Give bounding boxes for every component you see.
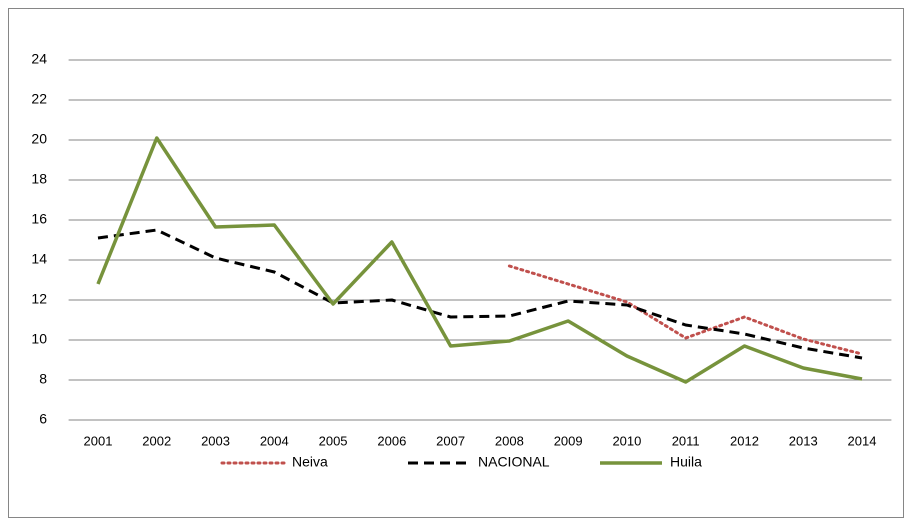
y-tick-label: 6 — [39, 411, 47, 427]
y-tick-label: 24 — [31, 51, 47, 67]
x-tick-label: 2014 — [848, 433, 877, 448]
y-tick-label: 12 — [31, 291, 47, 307]
y-tick-label: 10 — [31, 331, 47, 347]
y-tick-label: 8 — [39, 371, 47, 387]
x-tick-label: 2005 — [319, 433, 348, 448]
x-tick-label: 2003 — [201, 433, 230, 448]
x-tick-label: 2011 — [672, 433, 700, 448]
x-tick-label: 2008 — [495, 433, 524, 448]
x-tick-label: 2004 — [260, 433, 289, 448]
legend-label: Neiva — [292, 454, 328, 470]
x-tick-label: 2007 — [436, 433, 465, 448]
chart-frame — [8, 8, 904, 518]
y-tick-label: 18 — [31, 171, 47, 187]
x-tick-label: 2009 — [554, 433, 583, 448]
y-tick-label: 20 — [31, 131, 47, 147]
series-line — [96, 136, 863, 384]
y-tick-label: 22 — [31, 91, 47, 107]
legend-label: NACIONAL — [478, 454, 550, 470]
y-tick-label: 16 — [31, 211, 47, 227]
y-tick-label: 14 — [31, 251, 47, 267]
series-line — [97, 228, 863, 360]
x-tick-label: 2013 — [789, 433, 818, 448]
x-tick-label: 2010 — [612, 433, 641, 448]
x-tick-label: 2012 — [730, 433, 759, 448]
series-line — [507, 264, 864, 356]
x-tick-label: 2001 — [84, 433, 113, 448]
legend-label: Huila — [670, 454, 702, 470]
x-tick-label: 2006 — [377, 433, 406, 448]
x-tick-label: 2002 — [142, 433, 171, 448]
